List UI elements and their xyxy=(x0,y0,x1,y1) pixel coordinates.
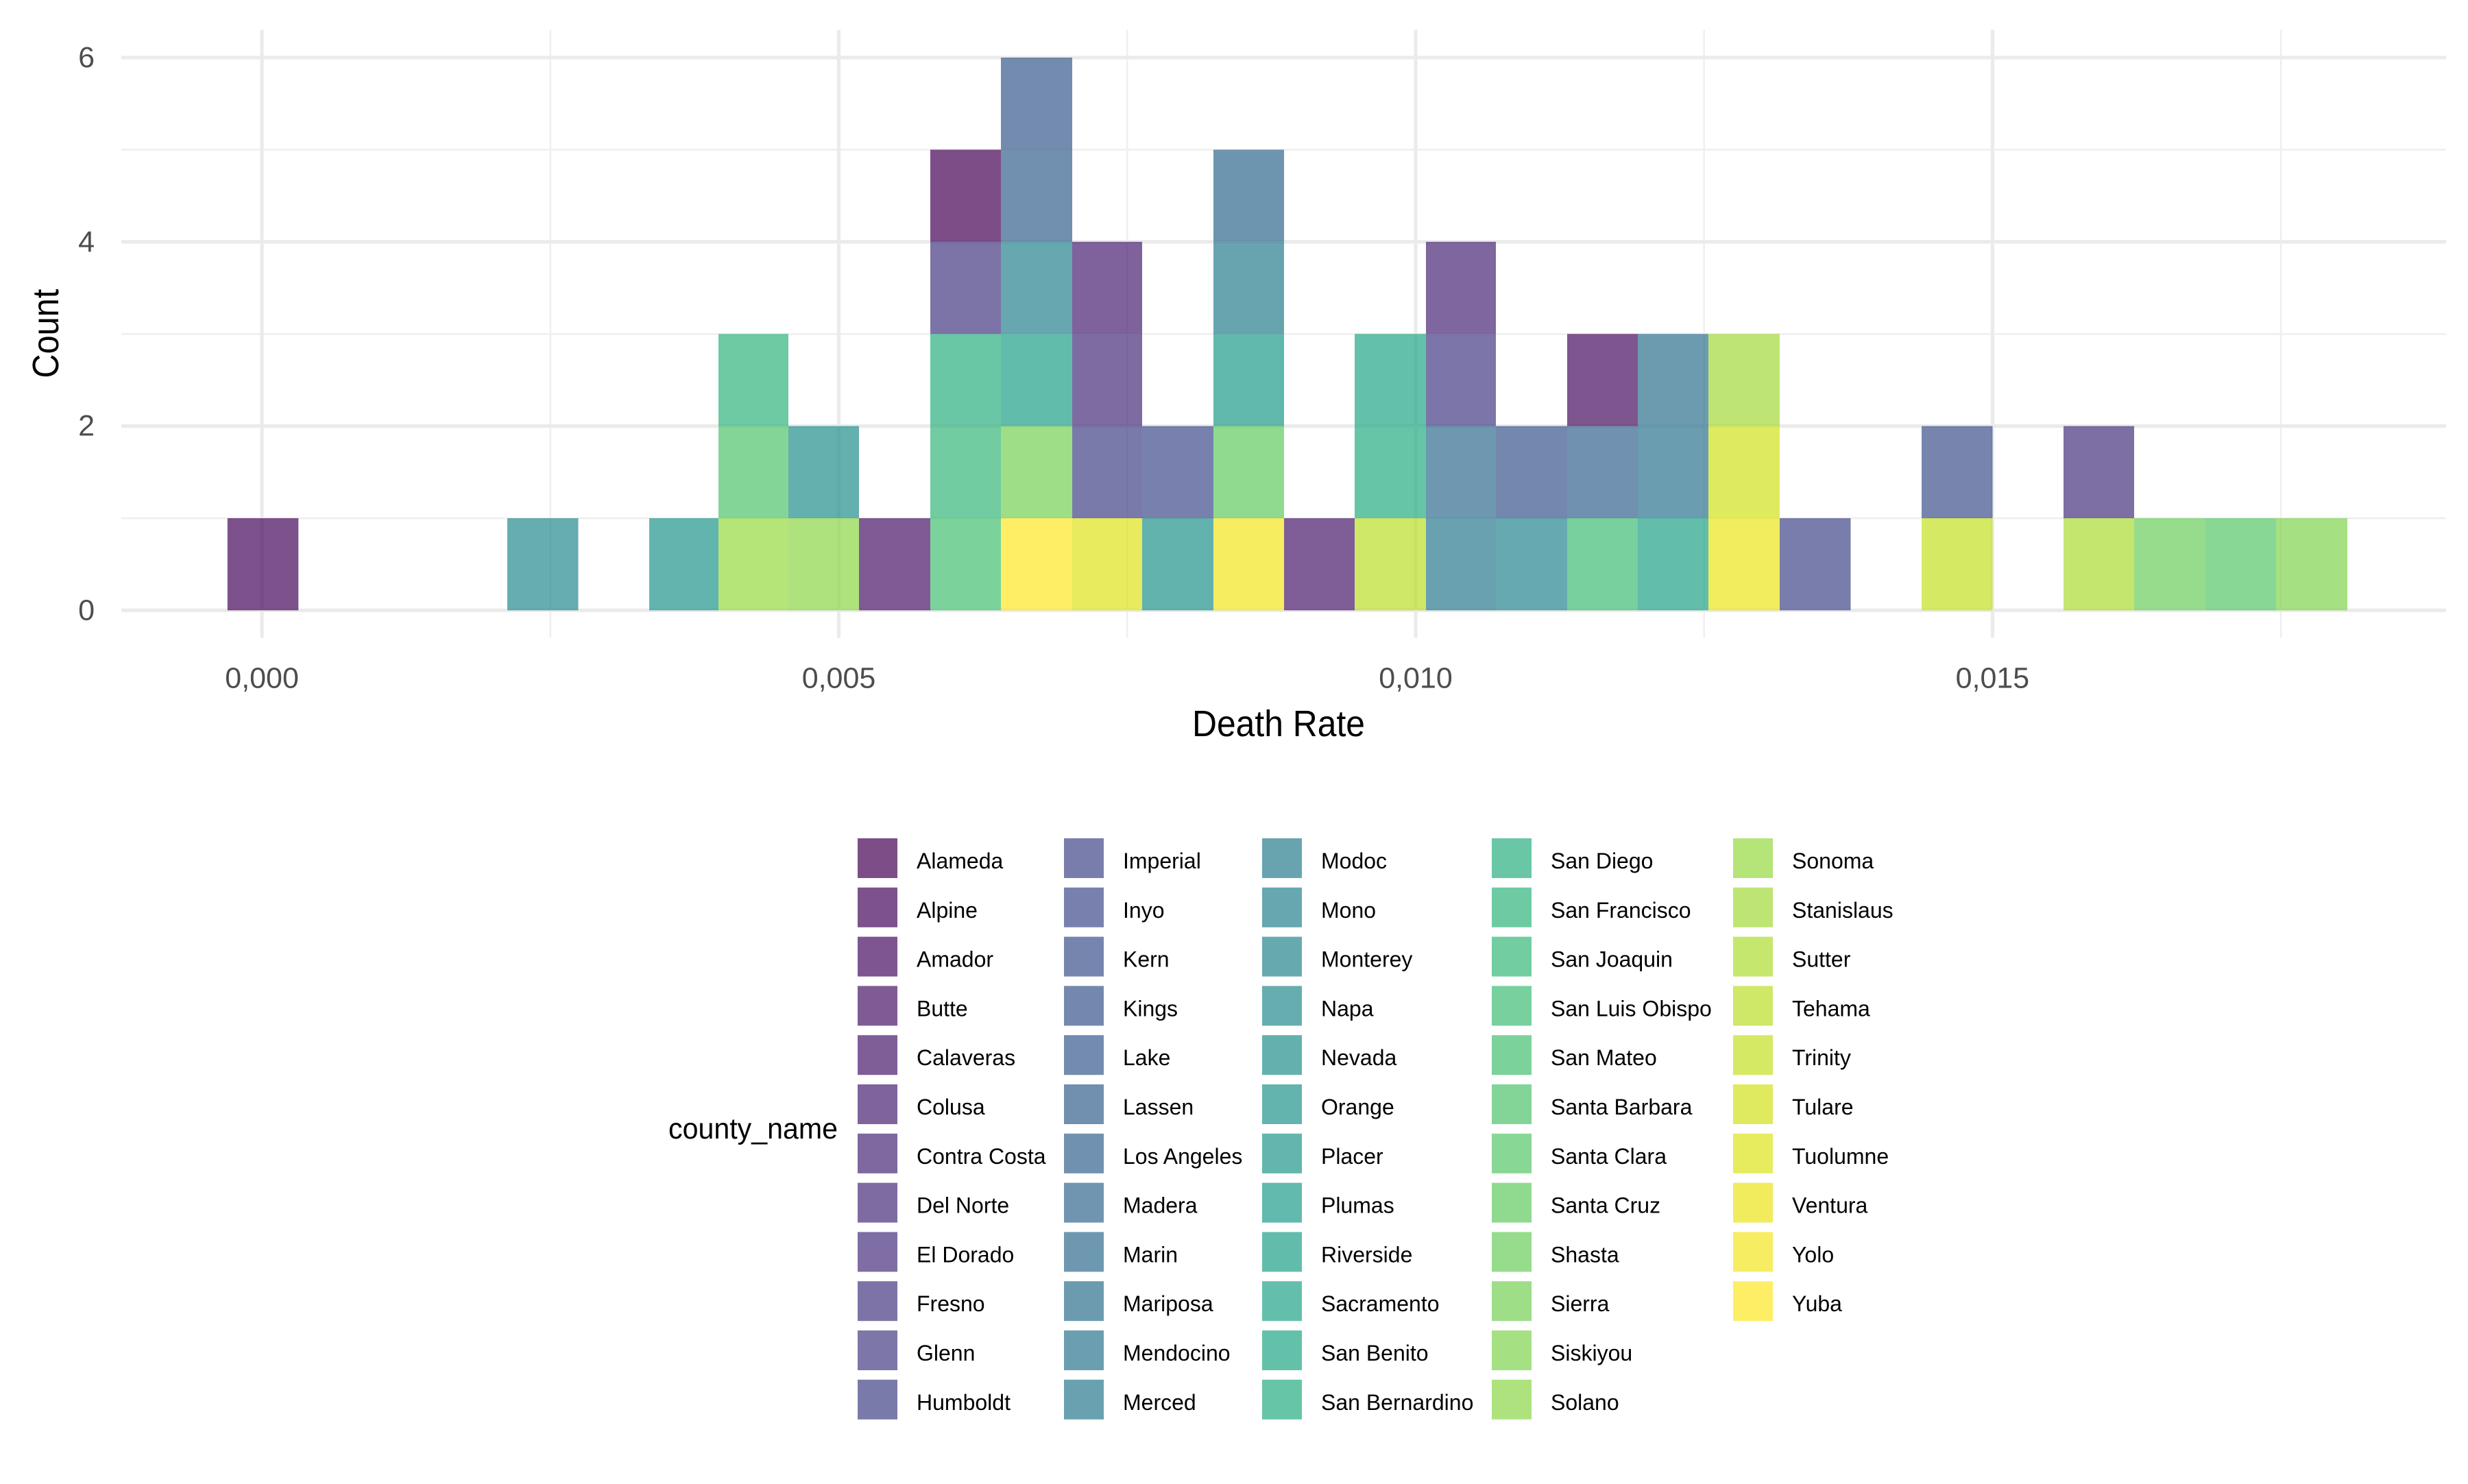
svg-text:Nevada: Nevada xyxy=(1321,1045,1397,1070)
svg-text:Modoc: Modoc xyxy=(1321,849,1387,873)
svg-text:Humboldt: Humboldt xyxy=(917,1390,1011,1415)
svg-text:Imperial: Imperial xyxy=(1123,849,1201,873)
svg-text:San Francisco: San Francisco xyxy=(1551,898,1691,923)
svg-text:Marin: Marin xyxy=(1123,1242,1178,1267)
svg-text:Sierra: Sierra xyxy=(1551,1291,1610,1316)
svg-text:0,010: 0,010 xyxy=(1379,662,1453,695)
svg-text:Monterey: Monterey xyxy=(1321,947,1412,972)
svg-text:Santa Cruz: Santa Cruz xyxy=(1551,1193,1660,1218)
svg-text:Madera: Madera xyxy=(1123,1193,1198,1218)
svg-text:Kern: Kern xyxy=(1123,947,1170,972)
svg-text:Mariposa: Mariposa xyxy=(1123,1291,1213,1316)
svg-text:Butte: Butte xyxy=(917,996,968,1021)
svg-text:San Benito: San Benito xyxy=(1321,1341,1429,1365)
svg-text:Los Angeles: Los Angeles xyxy=(1123,1144,1242,1169)
svg-text:Glenn: Glenn xyxy=(917,1341,975,1365)
svg-text:Sonoma: Sonoma xyxy=(1792,849,1874,873)
svg-text:Solano: Solano xyxy=(1551,1390,1619,1415)
svg-text:Mono: Mono xyxy=(1321,898,1376,923)
svg-text:Alameda: Alameda xyxy=(917,849,1004,873)
svg-text:county_name: county_name xyxy=(668,1112,838,1145)
svg-text:Lake: Lake xyxy=(1123,1045,1170,1070)
svg-text:Lassen: Lassen xyxy=(1123,1095,1194,1119)
svg-text:Orange: Orange xyxy=(1321,1095,1394,1119)
svg-text:Colusa: Colusa xyxy=(917,1095,985,1119)
svg-text:Calaveras: Calaveras xyxy=(917,1045,1015,1070)
svg-text:San Joaquin: San Joaquin xyxy=(1551,947,1673,972)
svg-text:Count: Count xyxy=(25,289,66,378)
svg-text:Mendocino: Mendocino xyxy=(1123,1341,1231,1365)
svg-text:0: 0 xyxy=(78,594,95,627)
svg-text:Santa Barbara: Santa Barbara xyxy=(1551,1095,1693,1119)
svg-text:Yuba: Yuba xyxy=(1792,1291,1842,1316)
svg-text:Shasta: Shasta xyxy=(1551,1242,1619,1267)
svg-text:Merced: Merced xyxy=(1123,1390,1196,1415)
svg-text:Tuolumne: Tuolumne xyxy=(1792,1144,1889,1169)
svg-text:Placer: Placer xyxy=(1321,1144,1383,1169)
svg-text:4: 4 xyxy=(78,226,95,258)
svg-text:Trinity: Trinity xyxy=(1792,1045,1851,1070)
svg-text:Yolo: Yolo xyxy=(1792,1242,1834,1267)
svg-text:Plumas: Plumas xyxy=(1321,1193,1394,1218)
svg-text:Del Norte: Del Norte xyxy=(917,1193,1009,1218)
svg-text:Death Rate: Death Rate xyxy=(1192,703,1365,744)
svg-text:Tulare: Tulare xyxy=(1792,1095,1854,1119)
svg-text:Napa: Napa xyxy=(1321,996,1374,1021)
svg-text:San Mateo: San Mateo xyxy=(1551,1045,1657,1070)
svg-text:Alpine: Alpine xyxy=(917,898,978,923)
svg-text:Ventura: Ventura xyxy=(1792,1193,1868,1218)
svg-text:San Bernardino: San Bernardino xyxy=(1321,1390,1473,1415)
svg-text:Stanislaus: Stanislaus xyxy=(1792,898,1894,923)
svg-text:Amador: Amador xyxy=(917,947,993,972)
svg-text:Tehama: Tehama xyxy=(1792,996,1870,1021)
svg-text:Santa Clara: Santa Clara xyxy=(1551,1144,1667,1169)
svg-text:Kings: Kings xyxy=(1123,996,1178,1021)
svg-text:2: 2 xyxy=(78,410,95,443)
svg-text:0,005: 0,005 xyxy=(802,662,876,695)
svg-text:0,000: 0,000 xyxy=(225,662,299,695)
svg-text:El Dorado: El Dorado xyxy=(917,1242,1014,1267)
svg-text:Siskiyou: Siskiyou xyxy=(1551,1341,1632,1365)
svg-text:San Diego: San Diego xyxy=(1551,849,1653,873)
svg-text:San Luis Obispo: San Luis Obispo xyxy=(1551,996,1712,1021)
svg-text:Riverside: Riverside xyxy=(1321,1242,1412,1267)
svg-text:Sacramento: Sacramento xyxy=(1321,1291,1440,1316)
svg-text:Fresno: Fresno xyxy=(917,1291,985,1316)
svg-text:0,015: 0,015 xyxy=(1956,662,2030,695)
svg-text:Contra Costa: Contra Costa xyxy=(917,1144,1046,1169)
svg-text:6: 6 xyxy=(78,41,95,74)
svg-text:Sutter: Sutter xyxy=(1792,947,1851,972)
svg-text:Inyo: Inyo xyxy=(1123,898,1164,923)
